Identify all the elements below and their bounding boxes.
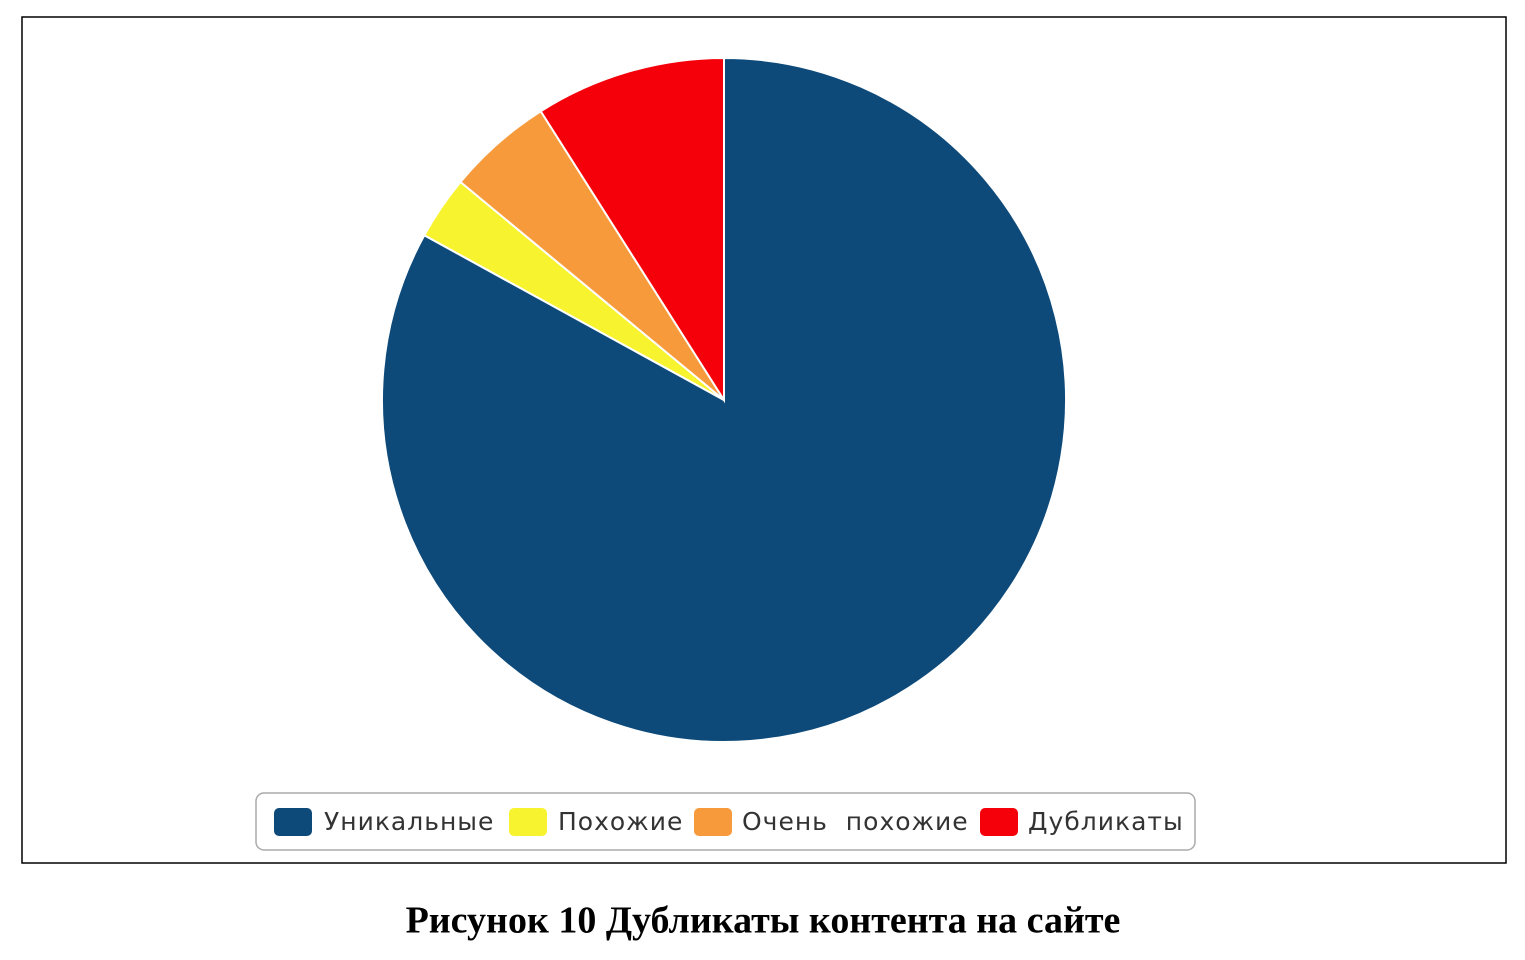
- legend-swatch: [274, 808, 312, 836]
- chart-title: Рисунок 10 Дубликаты контента на сайте: [406, 900, 1121, 942]
- pie-slice: [539, 56, 725, 404]
- legend-swatch: [509, 808, 547, 836]
- legend-swatch: [980, 808, 1018, 836]
- legend-label: Уникальные: [324, 807, 494, 836]
- legend-label: Дубликаты: [1028, 807, 1184, 836]
- legend-label: Похожие: [558, 807, 683, 836]
- legend-swatch: [694, 808, 732, 836]
- legend-label: Очень похожие: [742, 807, 969, 836]
